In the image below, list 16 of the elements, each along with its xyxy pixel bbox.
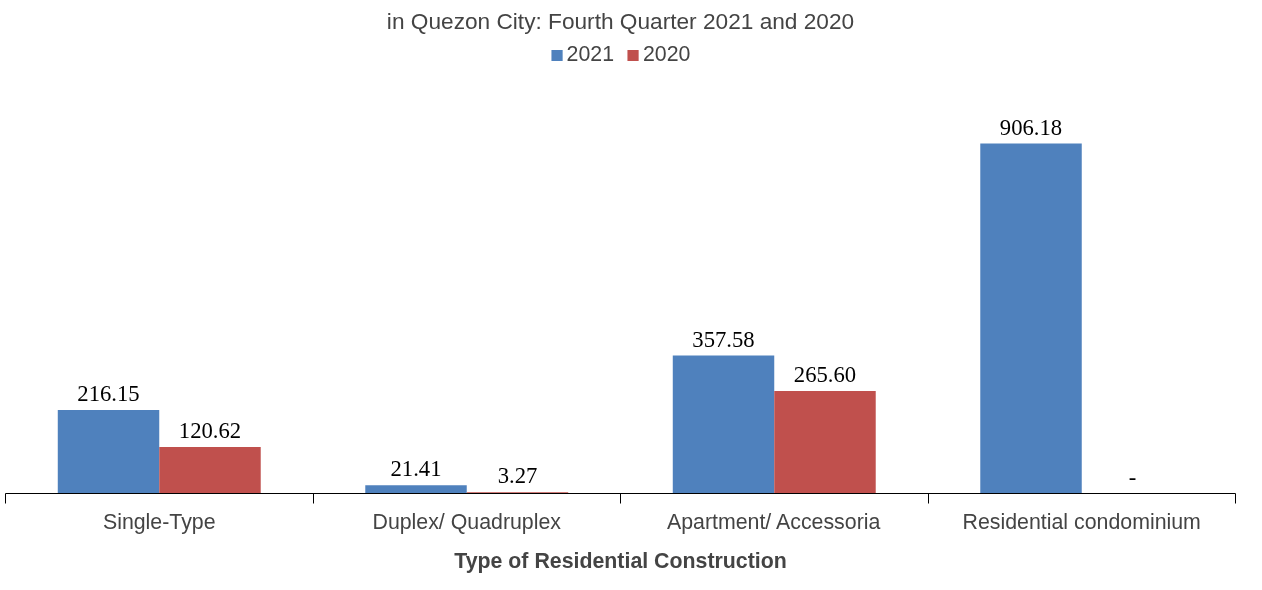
text: - (1128, 464, 1137, 490)
legend-label: 2020 (643, 42, 691, 67)
data-label: 120.62 (178, 418, 242, 444)
x-tick-label: Single-Type (102, 509, 216, 534)
x-axis-title: Type of Residential Construction (454, 548, 787, 573)
chart-title: in Quezon City: Fourth Quarter 2021 and 2020 (386, 7, 855, 34)
data-label: 357.58 (692, 326, 755, 352)
data-label: 216.15 (77, 381, 140, 407)
x-tick-label: Residential condominium (962, 509, 1201, 534)
data-label: 265.60 (793, 362, 857, 388)
data-label: 906.18 (999, 114, 1063, 140)
x-tick-label: Apartment/ Accessoria (666, 509, 881, 534)
data-label: 3.27 (497, 463, 538, 489)
data-label: 21.41 (390, 456, 442, 482)
x-tick-label: Duplex/ Quadruplex (372, 509, 562, 534)
legend-label: 2021 (566, 42, 614, 67)
